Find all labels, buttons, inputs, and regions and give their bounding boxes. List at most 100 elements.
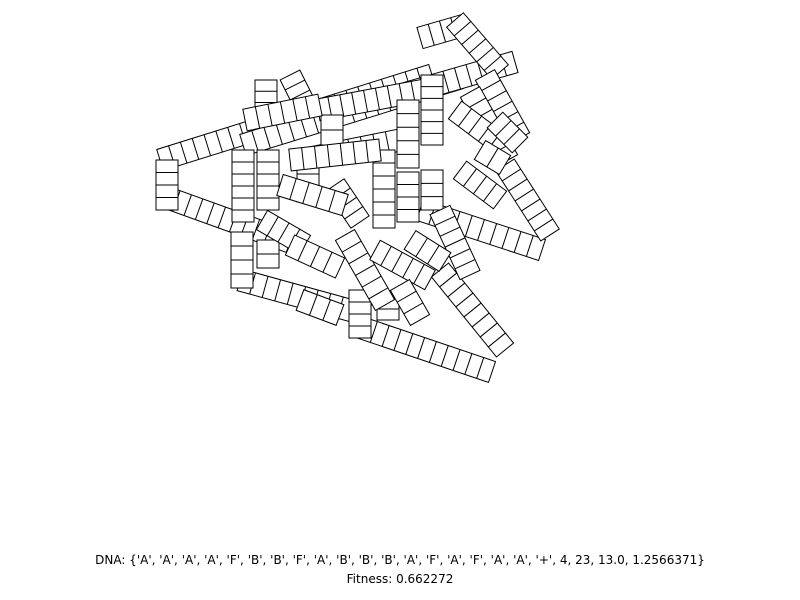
cell-divider — [508, 178, 528, 192]
segment-strip — [155, 159, 179, 211]
cell-divider — [179, 141, 188, 164]
cell-divider — [380, 246, 392, 266]
cell-divider — [434, 215, 456, 226]
cell-divider — [348, 252, 369, 265]
segment-strip — [420, 74, 444, 146]
cell-divider — [477, 219, 485, 241]
cell-divider — [254, 106, 261, 129]
cell-divider — [369, 321, 378, 343]
cell-divider — [227, 127, 235, 149]
cell-divider — [527, 208, 547, 222]
cell-divider — [428, 341, 437, 363]
cell-divider — [473, 175, 488, 195]
cell-divider — [396, 290, 417, 303]
segment-strip — [334, 228, 396, 312]
cell-divider — [402, 258, 414, 278]
cell-divider — [513, 231, 522, 253]
cell-divider — [465, 64, 473, 86]
cell-divider — [287, 119, 295, 141]
cell-divider — [525, 235, 534, 257]
cell-divider — [217, 206, 227, 228]
cell-divider — [458, 108, 472, 127]
cell-divider — [355, 264, 375, 276]
cell-divider — [368, 287, 389, 300]
cell-divider — [341, 240, 362, 253]
segment-strip — [256, 149, 280, 211]
segment-strip — [396, 99, 420, 169]
cell-divider — [417, 337, 426, 359]
cell-divider — [427, 24, 435, 46]
segment-strip — [357, 316, 497, 384]
cell-divider — [438, 20, 447, 43]
cell-divider — [365, 140, 369, 163]
cell-divider — [183, 194, 192, 216]
cell-divider — [315, 186, 323, 208]
cell-divider — [483, 55, 502, 71]
cell-divider — [386, 85, 392, 108]
cell-divider — [361, 275, 382, 288]
segment-strip — [284, 234, 346, 279]
cell-divider — [468, 115, 483, 135]
cell-divider — [453, 67, 462, 90]
cell-divider — [440, 345, 449, 367]
segment-strip — [452, 160, 508, 210]
cell-divider — [444, 237, 466, 248]
fitness-readout: Fitness: 0.662272 — [346, 572, 454, 586]
cell-divider — [261, 276, 269, 298]
cell-divider — [277, 222, 290, 243]
cell-divider — [374, 87, 380, 110]
strip-outline — [369, 239, 436, 291]
cell-divider — [194, 198, 204, 220]
cell-divider — [322, 252, 333, 273]
creature-drawing — [155, 12, 560, 384]
cell-divider — [486, 147, 499, 168]
cell-divider — [442, 71, 450, 93]
cell-divider — [292, 99, 298, 121]
cell-divider — [464, 215, 473, 237]
strip-outline — [295, 289, 345, 326]
cell-divider — [488, 332, 506, 348]
cell-divider — [449, 248, 471, 259]
cell-divider — [452, 349, 461, 371]
cell-divider — [534, 218, 554, 232]
strip-outline — [396, 99, 420, 169]
segment-strip — [445, 12, 510, 80]
cell-divider — [274, 279, 282, 302]
cell-divider — [495, 120, 512, 137]
cell-divider — [302, 182, 310, 204]
cell-divider — [289, 178, 297, 200]
cell-divider — [275, 123, 283, 145]
cell-divider — [309, 294, 318, 316]
cell-divider — [461, 29, 479, 45]
cell-divider — [476, 357, 485, 379]
cell-divider — [266, 216, 279, 237]
cell-divider — [463, 302, 482, 318]
segment-strip — [473, 139, 512, 176]
segment-strip — [242, 93, 323, 132]
segment-strip — [320, 114, 344, 146]
cell-divider — [476, 47, 494, 63]
cell-divider — [453, 21, 472, 37]
segment-strip — [369, 239, 436, 291]
cell-divider — [454, 259, 476, 270]
cell-divider — [326, 144, 331, 167]
cell-divider — [486, 90, 507, 102]
cell-divider — [363, 90, 369, 113]
cell-divider — [309, 246, 321, 267]
segment-strip — [230, 231, 254, 289]
segment-strip — [447, 100, 503, 150]
cell-divider — [393, 329, 402, 351]
cell-divider — [339, 94, 345, 117]
segment-strip — [295, 289, 345, 326]
cell-divider — [267, 104, 273, 126]
cell-divider — [304, 96, 311, 119]
cell-divider — [463, 168, 477, 187]
strip-outline — [486, 111, 529, 154]
cell-divider — [351, 92, 357, 115]
cell-divider — [521, 198, 541, 212]
cell-divider — [381, 325, 390, 347]
cell-divider — [479, 322, 498, 338]
strip-outline — [420, 169, 444, 211]
strip-outline — [288, 138, 382, 172]
cell-divider — [314, 146, 318, 169]
